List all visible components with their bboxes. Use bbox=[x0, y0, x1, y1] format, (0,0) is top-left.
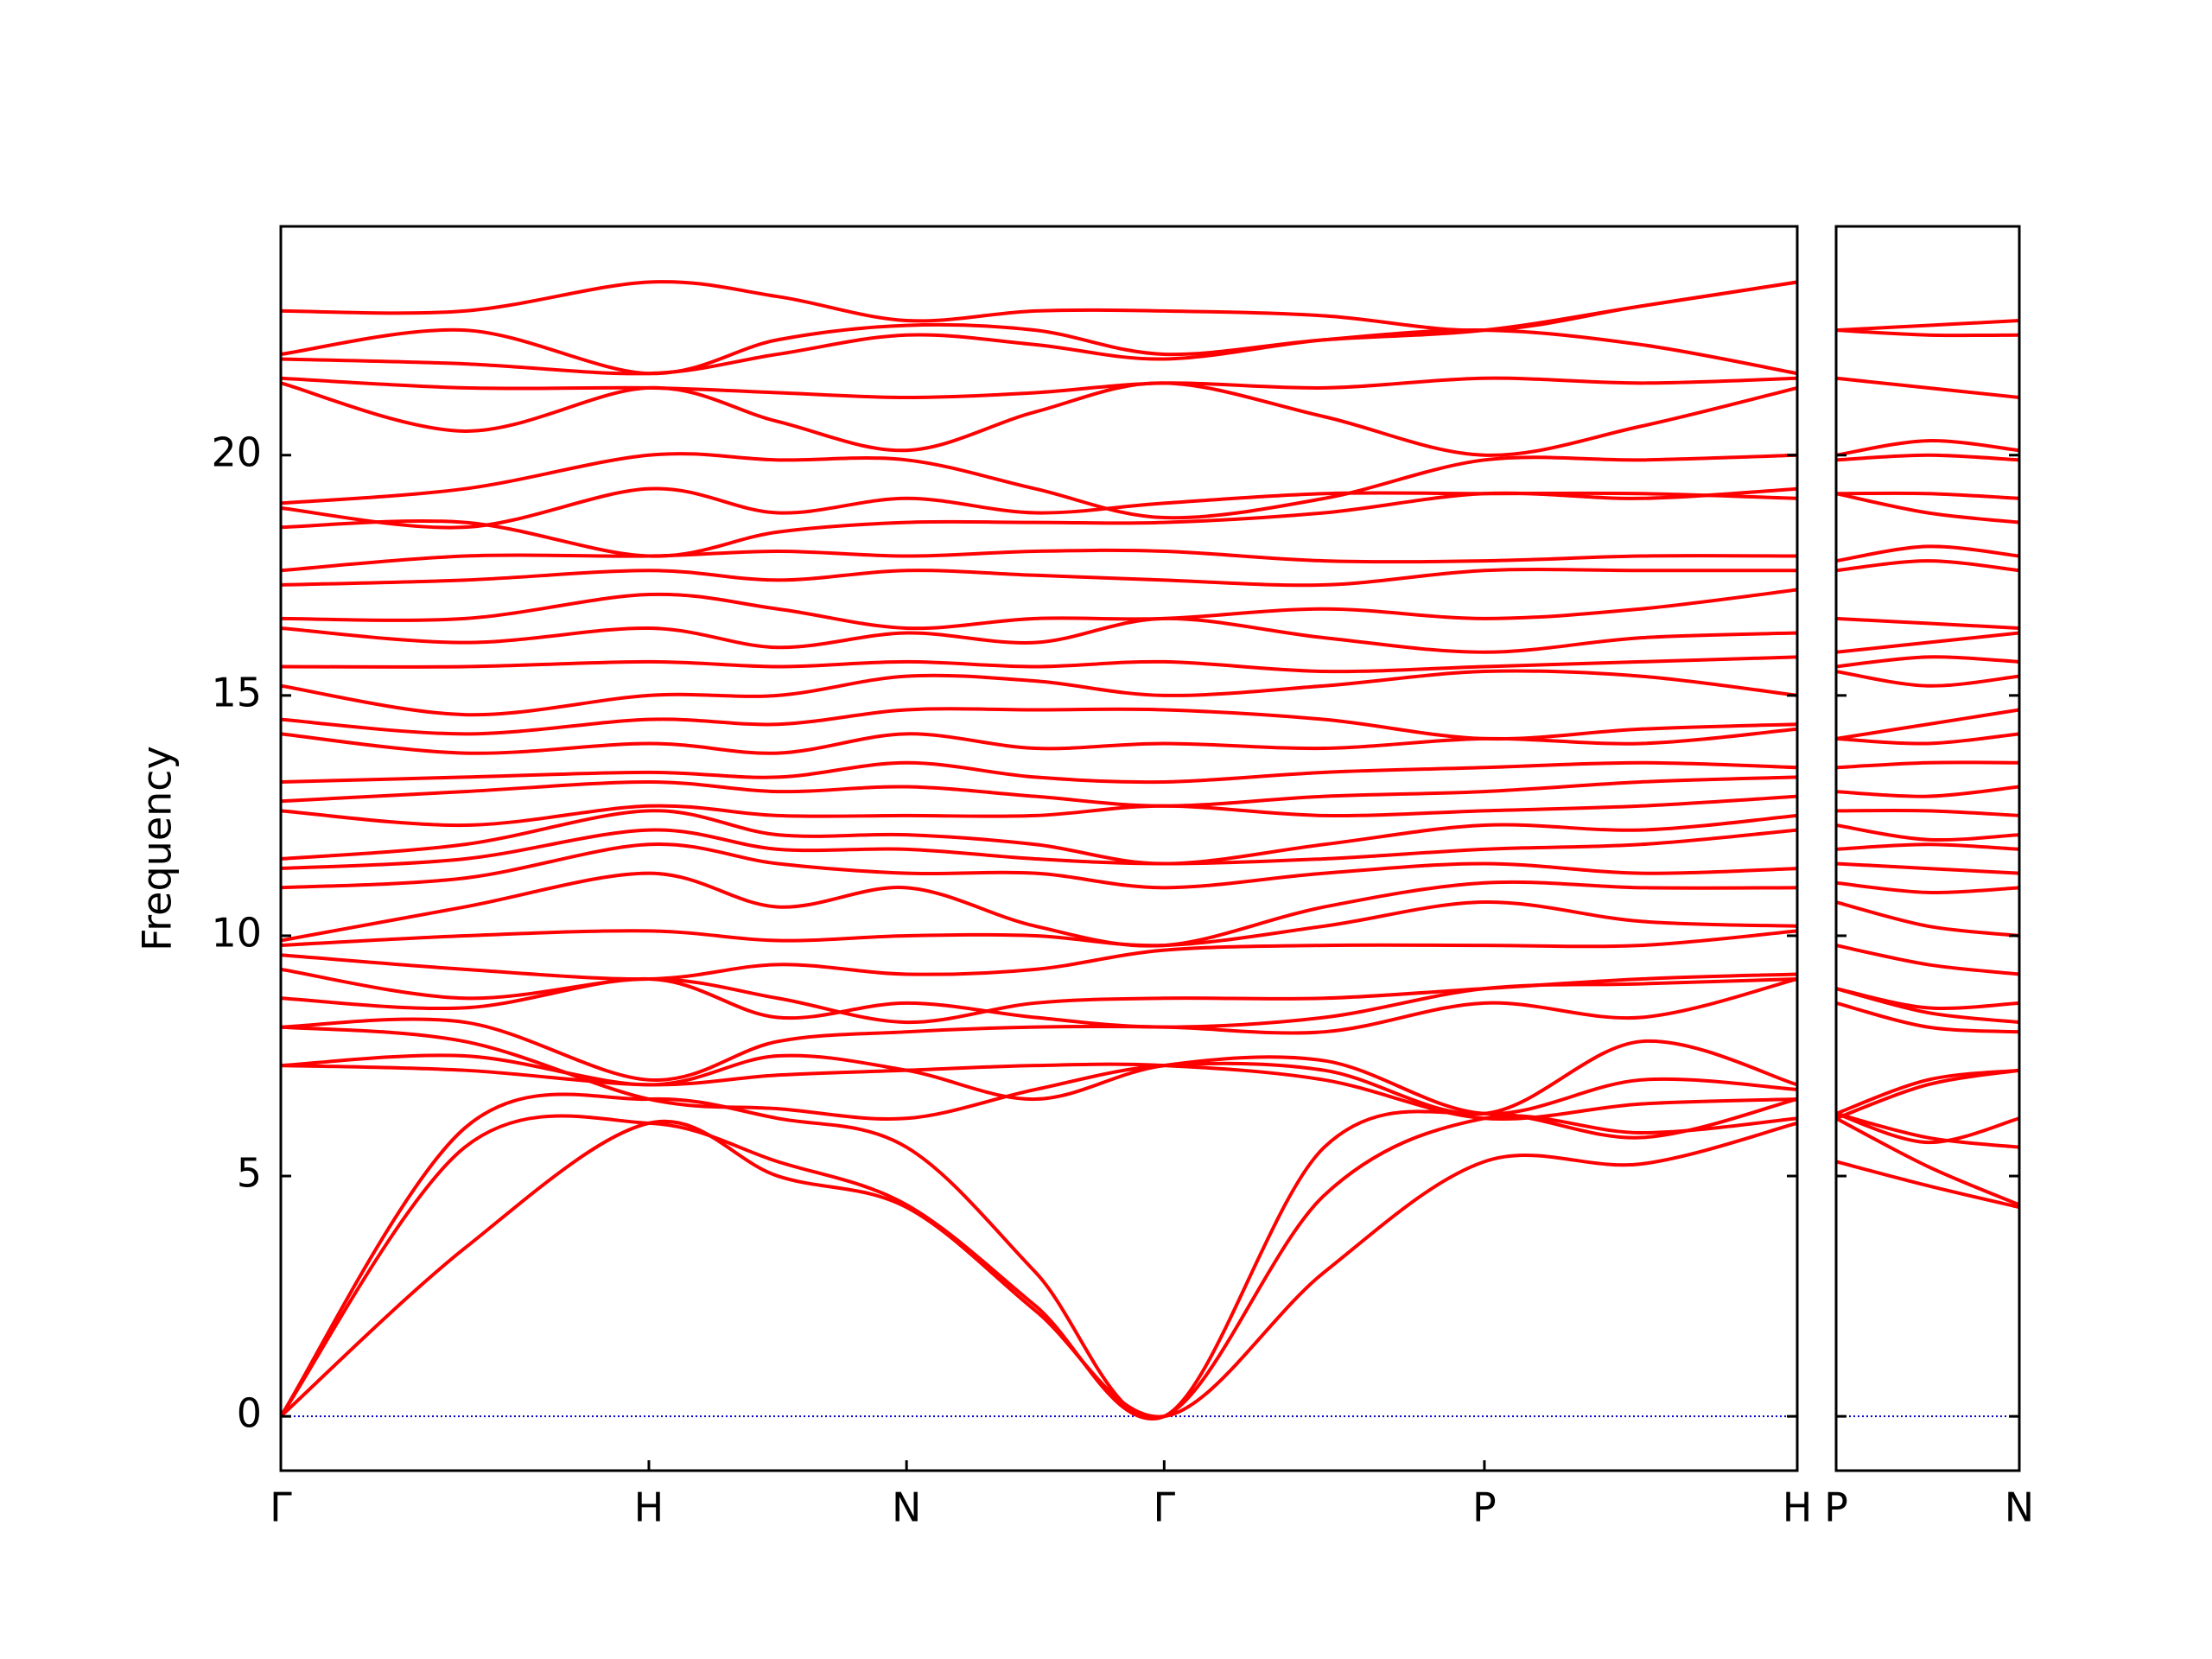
band-line bbox=[281, 655, 1797, 674]
band-line bbox=[281, 588, 1797, 631]
band-line bbox=[281, 871, 1797, 948]
band-line bbox=[1836, 559, 2019, 573]
band-line bbox=[1836, 1116, 2019, 1207]
band-line bbox=[1836, 1001, 2019, 1034]
y-tick-label: 20 bbox=[211, 429, 262, 475]
band-line bbox=[281, 775, 1797, 808]
band-line bbox=[281, 280, 1797, 376]
band-line bbox=[1836, 453, 2019, 462]
band-line bbox=[1836, 1111, 2019, 1149]
band-line bbox=[1836, 492, 2019, 524]
band-line bbox=[281, 842, 1797, 890]
band-line bbox=[281, 568, 1797, 588]
x-tick-label: N bbox=[2005, 1484, 2034, 1531]
plot-frame bbox=[1834, 225, 2021, 1472]
band-line bbox=[281, 486, 1797, 530]
band-line bbox=[1836, 670, 2019, 688]
band-line bbox=[281, 381, 1797, 457]
band-line bbox=[1836, 439, 2019, 457]
band-line bbox=[281, 828, 1797, 871]
band-line bbox=[281, 977, 1797, 1082]
band-line bbox=[1836, 1068, 2019, 1121]
band-line bbox=[281, 616, 1797, 654]
x-tick-label: Γ bbox=[270, 1484, 292, 1531]
band-line bbox=[281, 707, 1797, 741]
band-line bbox=[1836, 328, 2019, 338]
band-line bbox=[1836, 631, 2019, 654]
band-line bbox=[281, 376, 1797, 400]
band-line bbox=[1836, 900, 2019, 938]
x-tick-label: H bbox=[634, 1484, 664, 1531]
band-line bbox=[1836, 880, 2019, 894]
x-tick-label: P bbox=[1824, 1484, 1848, 1531]
band-line bbox=[1836, 842, 2019, 851]
band-line bbox=[281, 900, 1797, 948]
band-line bbox=[281, 1119, 1797, 1419]
band-line bbox=[281, 1062, 1797, 1122]
y-axis-label: Frequency bbox=[134, 746, 181, 951]
band-line bbox=[281, 760, 1797, 785]
band-line bbox=[1836, 808, 2019, 817]
band-line bbox=[281, 452, 1797, 520]
band-line bbox=[1836, 376, 2019, 399]
band-line bbox=[281, 669, 1797, 717]
y-tick-label: 0 bbox=[237, 1390, 262, 1437]
band-line bbox=[1836, 544, 2019, 563]
x-tick-label: P bbox=[1472, 1484, 1497, 1531]
band-line bbox=[1836, 1160, 2019, 1210]
x-tick-label: H bbox=[1783, 1484, 1813, 1531]
band-line bbox=[281, 809, 1797, 866]
band-line bbox=[281, 548, 1797, 573]
band-line bbox=[1836, 861, 2019, 875]
band-line bbox=[281, 967, 1797, 1025]
band-line bbox=[1836, 823, 2019, 842]
band-line bbox=[281, 1114, 1797, 1421]
band-line bbox=[281, 280, 1797, 333]
band-line bbox=[1836, 987, 2019, 1025]
y-tick-label: 5 bbox=[237, 1150, 262, 1197]
band-line bbox=[1836, 319, 2019, 333]
band-line bbox=[281, 328, 1797, 376]
band-line bbox=[1836, 708, 2019, 741]
band-line bbox=[281, 727, 1797, 755]
band-line bbox=[1836, 491, 2019, 500]
x-tick-label: Γ bbox=[1154, 1484, 1176, 1531]
band-line bbox=[1836, 655, 2019, 669]
band-line bbox=[1836, 732, 2019, 746]
band-line bbox=[1836, 987, 2019, 1010]
y-tick-label: 15 bbox=[211, 669, 262, 715]
y-tick-label: 10 bbox=[211, 909, 262, 956]
band-line bbox=[1836, 944, 2019, 976]
band-line bbox=[1836, 1068, 2019, 1116]
band-line bbox=[281, 929, 1797, 982]
band-line bbox=[1836, 760, 2019, 770]
band-line bbox=[281, 1025, 1797, 1122]
plot-frame bbox=[279, 225, 1799, 1472]
x-tick-label: N bbox=[892, 1484, 921, 1531]
band-line bbox=[1836, 1111, 2019, 1145]
band-line bbox=[1836, 616, 2019, 630]
band-line bbox=[281, 1092, 1797, 1421]
band-line bbox=[1836, 785, 2019, 798]
band-line bbox=[281, 794, 1797, 828]
